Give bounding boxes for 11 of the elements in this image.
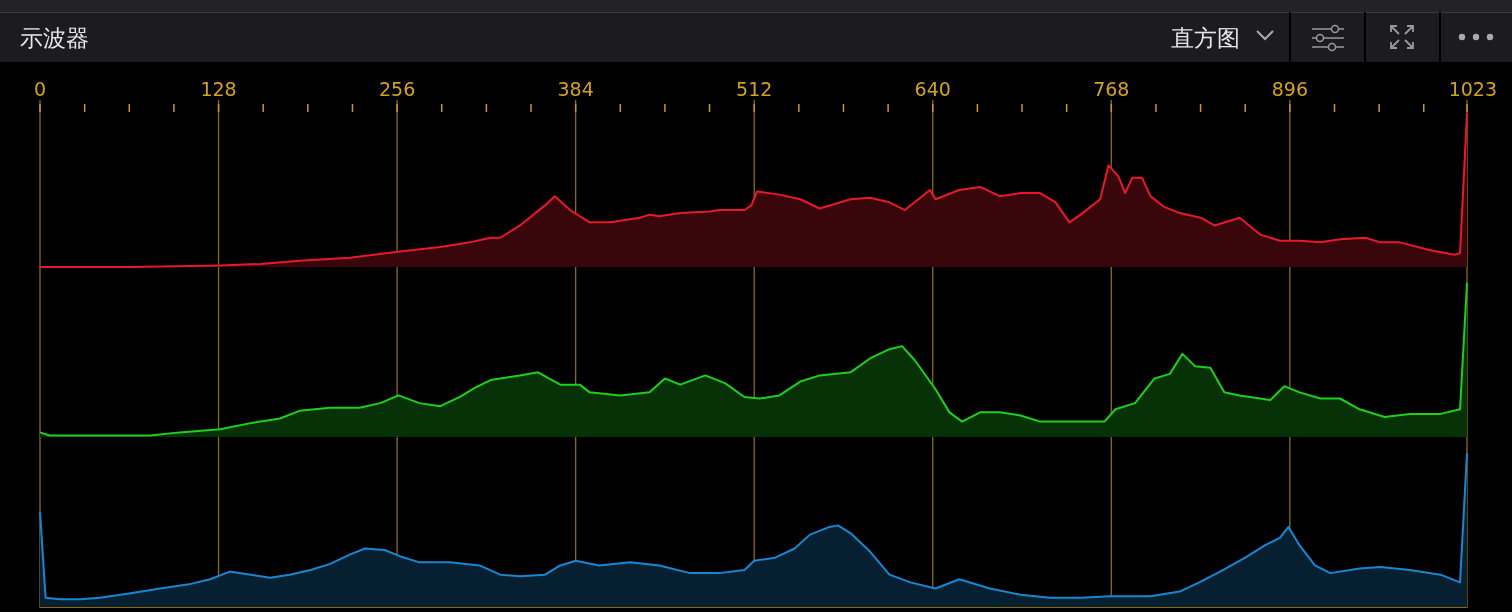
x-tick-label: 0 bbox=[34, 78, 47, 100]
x-tick-label: 384 bbox=[557, 78, 594, 100]
chart-subtitle: 直方图 bbox=[1171, 25, 1240, 51]
x-tick-label: 896 bbox=[1271, 78, 1308, 100]
x-tick-label: 1023 bbox=[1448, 78, 1497, 100]
x-tick-label: 128 bbox=[200, 78, 237, 100]
x-tick-label: 256 bbox=[378, 78, 416, 100]
chart-title: 示波器 bbox=[20, 25, 89, 51]
x-tick-label: 512 bbox=[736, 78, 773, 100]
x-tick-label: 640 bbox=[914, 78, 951, 100]
x-tick-label: 768 bbox=[1093, 78, 1130, 100]
